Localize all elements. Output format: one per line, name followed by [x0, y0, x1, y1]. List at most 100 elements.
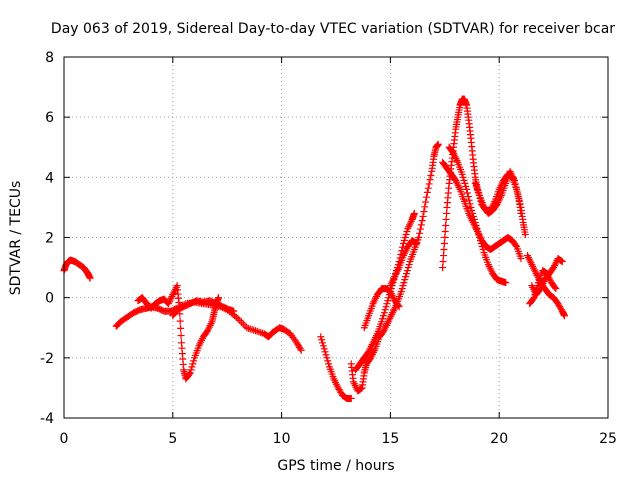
data-point [477, 240, 485, 248]
data-point [186, 369, 194, 377]
x-tick-label: 20 [490, 431, 508, 447]
data-point [463, 189, 471, 197]
y-tick-label: -2 [40, 351, 54, 367]
data-point [190, 357, 198, 365]
data-point [187, 366, 195, 374]
data-point [469, 209, 477, 217]
data-point [443, 209, 451, 217]
data-point [399, 240, 407, 248]
data-point [400, 279, 408, 287]
data-point [322, 351, 330, 359]
data-point [296, 345, 304, 353]
data-point [417, 221, 425, 229]
data-point [502, 279, 510, 287]
series-seg9 [386, 237, 421, 290]
data-point [394, 301, 402, 309]
data-point [467, 203, 475, 211]
data-points [60, 95, 568, 402]
data-point [529, 295, 537, 303]
data-point [461, 179, 469, 187]
x-tick-label: 5 [168, 431, 177, 447]
series-seg8 [360, 285, 403, 332]
data-point [478, 243, 486, 251]
data-point [380, 309, 388, 317]
data-point [511, 180, 519, 188]
data-point [410, 209, 418, 217]
data-point [416, 225, 424, 233]
data-point [514, 191, 522, 199]
data-point [441, 234, 449, 241]
data-point [395, 303, 403, 311]
data-point [459, 173, 467, 181]
y-tick-label: 0 [45, 291, 54, 307]
data-point [413, 240, 421, 248]
series-seg5 [317, 333, 355, 402]
data-point [439, 258, 447, 266]
series-seg1 [60, 256, 94, 282]
x-tick-label: 25 [599, 431, 617, 447]
data-point [517, 255, 525, 263]
data-point [319, 339, 327, 347]
data-point [421, 203, 429, 211]
data-point [551, 283, 559, 291]
data-point [440, 240, 448, 248]
data-point [533, 285, 541, 293]
data-point [513, 187, 521, 195]
data-point [419, 212, 427, 220]
data-point [379, 315, 387, 323]
data-point [403, 267, 411, 275]
data-point [510, 176, 518, 184]
data-point [475, 230, 483, 238]
data-point [533, 282, 541, 290]
chart-title: Day 063 of 2019, Sidereal Day-to-day VTE… [51, 21, 615, 37]
x-tick-label: 15 [381, 431, 399, 447]
data-point [470, 215, 478, 223]
series-seg4 [169, 297, 238, 320]
data-point [558, 258, 566, 266]
data-point [214, 294, 222, 302]
data-point [532, 288, 540, 296]
y-tick-label: -4 [40, 411, 54, 427]
data-point [460, 176, 468, 184]
data-point [357, 385, 365, 393]
data-point [405, 261, 413, 269]
data-point [442, 221, 450, 229]
data-point [176, 317, 184, 325]
data-point [427, 172, 435, 180]
data-point [403, 270, 411, 278]
data-point [468, 206, 476, 214]
data-point [531, 291, 539, 299]
data-point [297, 346, 305, 354]
data-point [466, 200, 474, 208]
data-point [325, 360, 333, 368]
data-point [398, 285, 406, 293]
data-point [382, 303, 390, 311]
data-point [521, 230, 529, 238]
data-point [441, 227, 449, 235]
data-point [442, 215, 450, 223]
data-point [512, 241, 520, 249]
data-point [462, 182, 470, 190]
data-point [319, 342, 327, 350]
series-seg12 [445, 143, 510, 287]
data-point [230, 307, 238, 315]
data-point [381, 306, 389, 314]
data-point [403, 227, 411, 235]
data-point [473, 224, 481, 232]
data-point [399, 282, 407, 290]
data-point [560, 312, 568, 320]
data-point [434, 140, 442, 148]
series-seg16 [526, 267, 560, 308]
data-point [378, 318, 386, 326]
data-point [440, 246, 448, 254]
data-point [439, 264, 447, 272]
y-tick-label: 2 [45, 231, 54, 247]
data-point [185, 370, 193, 378]
data-point [379, 312, 387, 320]
data-point [470, 212, 478, 220]
data-point [463, 185, 471, 193]
data-point [420, 208, 428, 216]
data-point [416, 229, 424, 237]
